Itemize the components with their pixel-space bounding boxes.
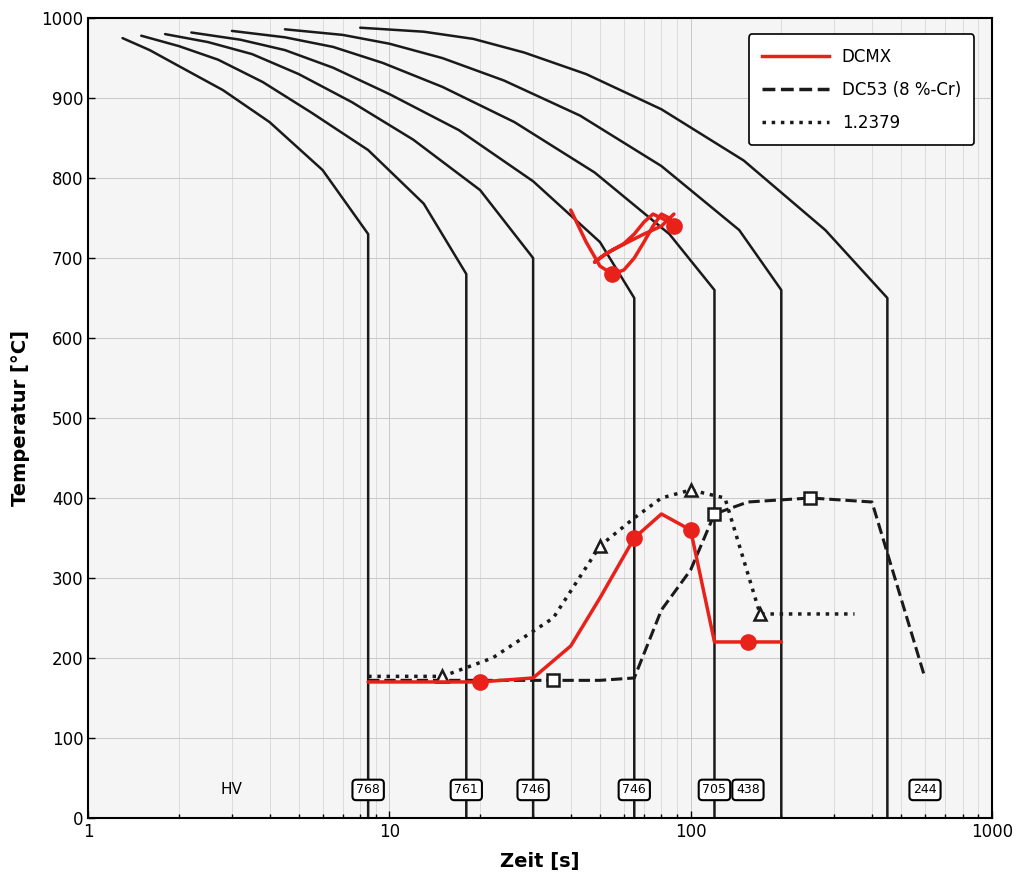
Text: 761: 761 — [455, 783, 478, 796]
Text: 746: 746 — [521, 783, 545, 796]
Legend: DCMX, DC53 (8 %-Cr), 1.2379: DCMX, DC53 (8 %-Cr), 1.2379 — [749, 34, 975, 146]
Text: 705: 705 — [702, 783, 726, 796]
Text: HV: HV — [221, 782, 243, 797]
X-axis label: Zeit [s]: Zeit [s] — [501, 852, 580, 871]
Text: 746: 746 — [623, 783, 646, 796]
Text: 438: 438 — [736, 783, 760, 796]
Y-axis label: Temperatur [°C]: Temperatur [°C] — [11, 330, 30, 506]
Text: 768: 768 — [356, 783, 380, 796]
Text: 244: 244 — [913, 783, 937, 796]
